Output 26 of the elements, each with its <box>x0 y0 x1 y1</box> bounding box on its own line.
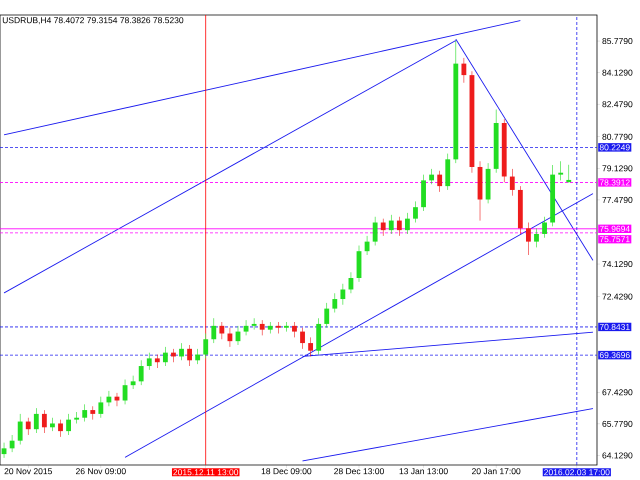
y-tick-label: 72.4290 <box>602 294 632 300</box>
chart-title: USDRUB,H4 78.4072 79.3154 78.3826 78.5230 <box>2 17 184 24</box>
x-tick-label: 13 Jan 13:00 <box>400 468 448 474</box>
y-tick-label: 85.7790 <box>602 38 632 44</box>
x-tick-label: 20 Jan 17:00 <box>472 468 520 474</box>
y-tick-label: 84.1290 <box>602 70 632 76</box>
y-tick-label: 74.1290 <box>602 261 632 268</box>
y-tick-label: 79.1290 <box>602 165 632 172</box>
x-tick-label: 26 Nov 09:00 <box>76 468 126 474</box>
ref-line-label: 70.8431 <box>600 324 630 330</box>
y-tick-label: 82.4790 <box>602 101 632 108</box>
ref-line-label: 80.2249 <box>600 144 630 150</box>
y-tick-label: 65.7790 <box>602 420 632 427</box>
ref-line-label: 69.3696 <box>600 352 630 358</box>
ref-line-label: 75.9694 <box>600 226 630 232</box>
y-tick-label: 77.4790 <box>602 196 632 203</box>
y-tick-label: 80.7790 <box>602 134 632 140</box>
x-tick-label: 2016.02.03 17:00 <box>544 469 610 476</box>
y-tick-label: 67.4290 <box>602 389 632 396</box>
y-tick-label: 64.1290 <box>602 452 632 458</box>
x-tick-label: 20 Nov 2015 <box>4 468 52 474</box>
x-tick-label: 28 Dec 13:00 <box>334 468 384 474</box>
ref-line-label: 75.7571 <box>600 236 630 242</box>
ref-line-label: 78.3912 <box>600 179 630 186</box>
x-tick-label: 18 Dec 09:00 <box>262 468 312 474</box>
x-tick-label: 2015.12.11 13:00 <box>173 469 238 476</box>
